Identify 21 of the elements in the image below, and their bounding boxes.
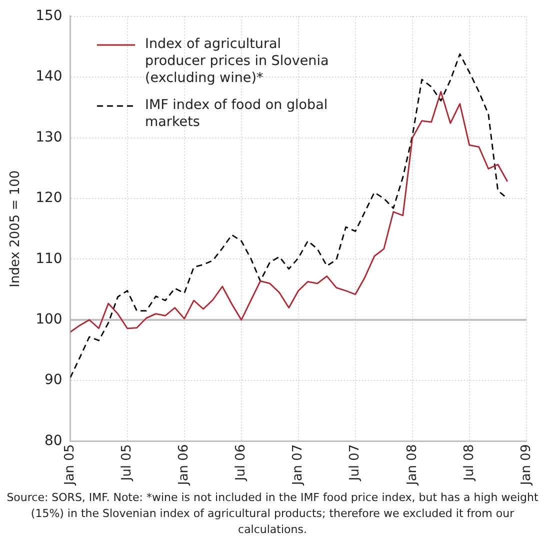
y-tick-label: 130: [36, 129, 62, 146]
x-tick-label: Jan 09: [518, 444, 534, 486]
y-tick-label: 90: [44, 372, 62, 388]
x-tick-label: Jan 07: [290, 444, 306, 486]
y-tick-label: 110: [36, 250, 62, 267]
x-tick-label: Jan 08: [404, 444, 420, 486]
legend-label: IMF index of food on global markets: [145, 97, 329, 131]
y-tick-label: 140: [36, 68, 62, 85]
legend-label: Index of agricultural producer prices in Slovenia (excluding wine)*: [145, 36, 330, 87]
x-tick-label: Jul 08: [462, 444, 477, 482]
y-tick-label: 120: [36, 190, 62, 206]
y-tick-label: 80: [44, 432, 62, 449]
y-axis-title: Index 2005 = 100: [8, 170, 24, 288]
x-tick-label: Jul 07: [348, 444, 363, 482]
x-tick-label: Jan 06: [176, 444, 192, 486]
x-tick-label: Jul 06: [234, 444, 249, 482]
y-tick-label: 150: [36, 8, 62, 24]
source-note: Source: SORS, IMF. Note: *wine is not included in the IMF food price index, but has a high weight (15%) in the Slovenian index of agricultural products; therefore we excluded it from our calculations.: [6, 490, 539, 538]
x-tick-label: Jan 05: [62, 444, 78, 486]
y-tick-label: 100: [36, 312, 62, 328]
x-tick-label: Jul 05: [120, 444, 135, 482]
